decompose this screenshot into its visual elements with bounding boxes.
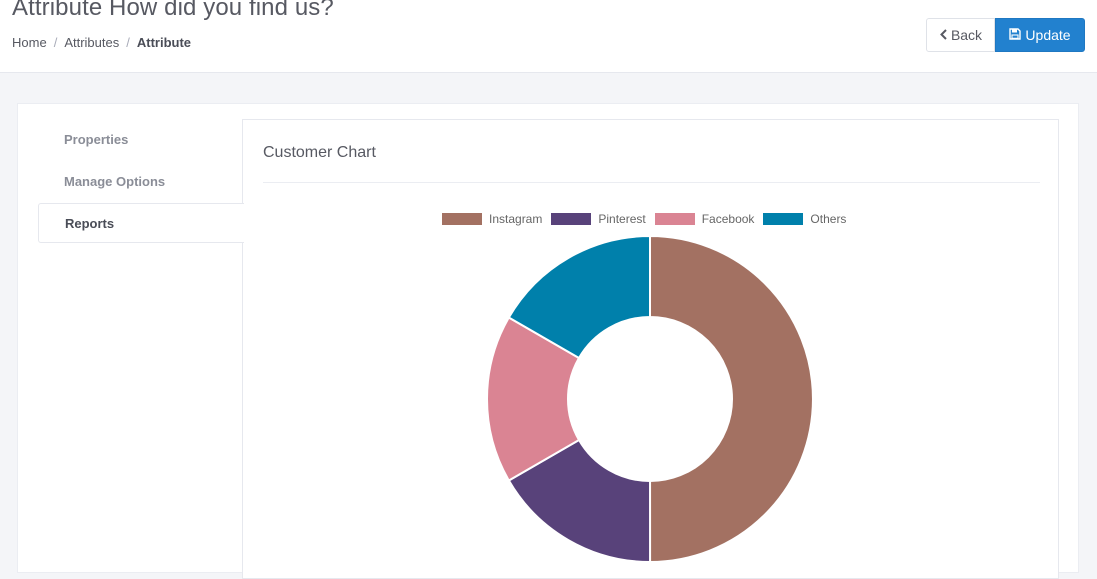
breadcrumb-attributes[interactable]: Attributes xyxy=(64,35,120,50)
breadcrumb: Home / Attributes / Attribute xyxy=(12,35,191,50)
slice-pinterest[interactable] xyxy=(507,438,652,562)
legend-label: Pinterest xyxy=(598,212,646,226)
page-title: Attribute How did you find us? xyxy=(12,0,334,21)
slice-facebook[interactable] xyxy=(486,316,581,482)
divider xyxy=(263,182,1040,183)
back-button-label: Back xyxy=(950,27,983,43)
legend-item-facebook[interactable]: Facebook xyxy=(654,212,755,226)
legend-label: Instagram xyxy=(489,212,543,226)
slice-others[interactable] xyxy=(507,234,651,360)
breadcrumb-current: Attribute xyxy=(136,35,192,50)
breadcrumb-home[interactable]: Home xyxy=(12,35,47,50)
legend-swatch xyxy=(442,213,482,225)
update-button-label: Update xyxy=(1025,27,1071,43)
legend-item-pinterest[interactable]: Pinterest xyxy=(551,212,646,226)
breadcrumb-separator: / xyxy=(53,35,58,50)
tab-manage-options[interactable]: Manage Options xyxy=(38,161,243,201)
donut-chart xyxy=(486,234,814,562)
tab-reports[interactable]: Reports xyxy=(38,203,244,243)
legend-label: Others xyxy=(810,212,847,226)
slice-instagram[interactable] xyxy=(649,234,814,562)
breadcrumb-separator: / xyxy=(126,35,130,50)
tab-label: Properties xyxy=(64,131,129,147)
legend-swatch xyxy=(551,213,592,225)
tab-properties[interactable]: Properties xyxy=(38,119,243,159)
chart-title: Customer Chart xyxy=(263,144,376,161)
tab-label: Manage Options xyxy=(64,173,166,189)
chart-legend: Instagram Pinterest Facebook Others xyxy=(442,211,855,227)
chevron-left-icon xyxy=(939,27,948,43)
legend-item-instagram[interactable]: Instagram xyxy=(442,212,542,226)
legend-swatch xyxy=(763,213,804,225)
legend-item-others[interactable]: Others xyxy=(763,212,846,226)
tab-label: Reports xyxy=(65,215,115,231)
update-button[interactable]: Update xyxy=(995,18,1085,52)
floppy-disk-icon xyxy=(1009,27,1022,43)
page-header: Attribute How did you find us? Home / Attr… xyxy=(0,0,1097,73)
back-button[interactable]: Back xyxy=(926,18,995,52)
legend-swatch xyxy=(654,213,695,225)
legend-label: Facebook xyxy=(701,212,755,226)
